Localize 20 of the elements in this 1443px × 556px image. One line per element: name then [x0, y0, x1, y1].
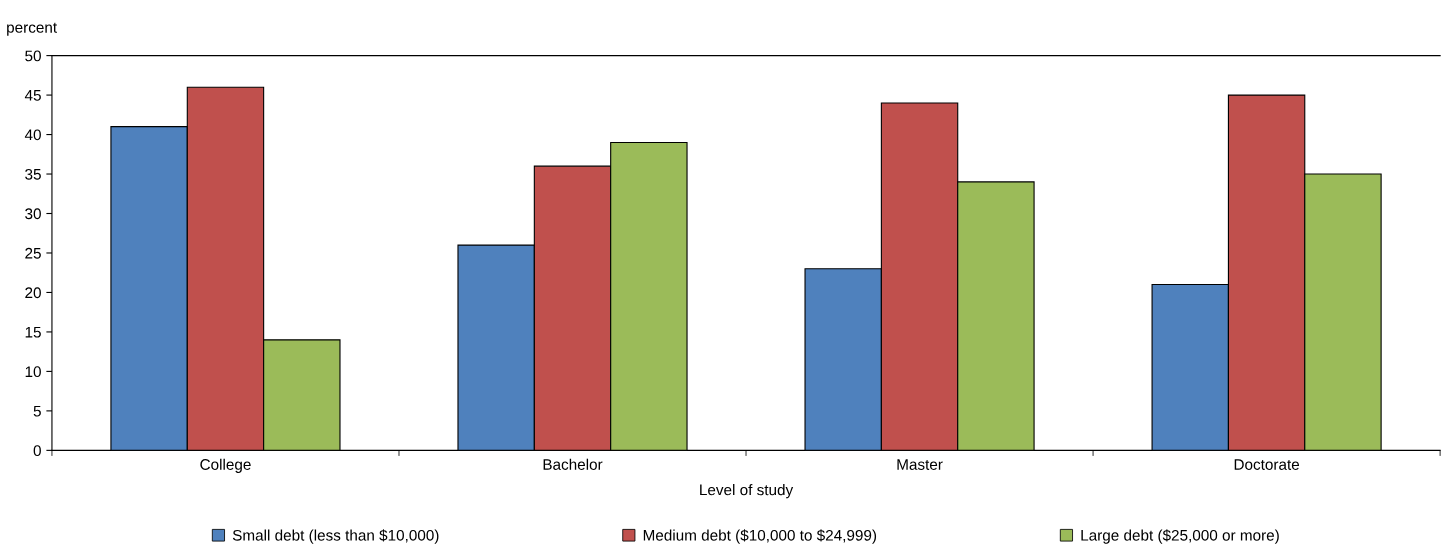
- x-axis-title: Level of study: [700, 484, 794, 499]
- y-tick-label: 10: [25, 366, 41, 378]
- y-tick-label: 0: [33, 445, 41, 457]
- y-tick-label: 50: [25, 50, 41, 62]
- legend-label: Large debt ($25,000 or more): [1081, 529, 1279, 544]
- y-tick-label: 45: [24, 90, 41, 101]
- y-tick-label: 30: [25, 208, 41, 220]
- y-tick-label: 35: [25, 168, 41, 180]
- y-tick-label: 5: [33, 405, 41, 417]
- y-tick-label: 15: [25, 326, 41, 338]
- y-tick-label: 40: [24, 129, 41, 141]
- y-axis-title: percent: [7, 22, 57, 36]
- x-tick-label: Doctorate: [1234, 459, 1300, 470]
- y-tick-label: 20: [25, 287, 41, 299]
- y-tick-label: 25: [25, 247, 41, 259]
- legend-label: Medium debt ($10,000 to $24,999): [643, 529, 877, 544]
- x-tick-label: Master: [897, 459, 943, 470]
- legend-label: Small debt (less than $10,000): [232, 529, 439, 544]
- x-tick-label: Bachelor: [543, 458, 603, 470]
- x-tick-label: College: [200, 458, 251, 473]
